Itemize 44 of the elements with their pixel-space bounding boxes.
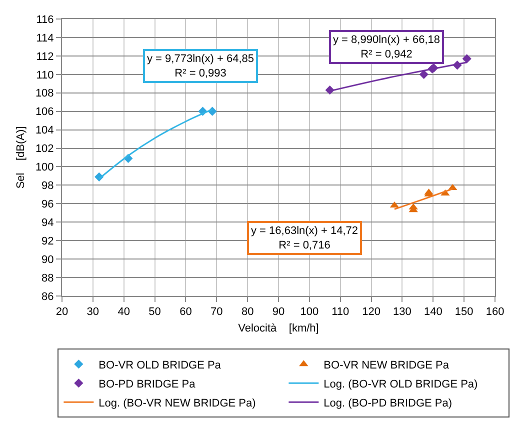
y-tick-label: 116 [36,14,54,26]
y-tick-label: 92 [42,235,54,248]
x-tick-label: 100 [300,306,319,318]
y-tick-label: 102 [35,143,54,156]
x-tick-label: 50 [148,306,161,318]
x-tick-label: 160 [486,306,504,318]
x-tick-label: 150 [454,306,474,318]
x-tick-label: 20 [56,306,68,318]
y-tick-label: 96 [42,198,54,211]
y-tick-label: 90 [42,254,54,266]
x-tick-label: 90 [272,306,285,318]
x-tick-label: 130 [393,306,412,318]
legend-label: BO-VR NEW BRIDGE Pa [324,359,450,372]
annotation: y = 9,773ln(x) + 64,85 R² = 0,993 [147,53,254,80]
y-tick-label: 114 [36,32,54,44]
x-tick-label: 140 [424,306,442,318]
y-tick-label: 106 [35,106,54,118]
y-tick-label: 104 [35,124,54,137]
y-tick-label: 98 [42,180,54,192]
x-tick-label: 30 [86,306,100,318]
legend-label: BO-VR OLD BRIDGE Pa [98,359,222,372]
point [462,54,472,64]
legend-label: Log. (BO-VR NEW BRIDGE Pa) [98,397,256,410]
y-tick-label: 112 [36,50,54,63]
y-tick-label: 88 [42,272,54,284]
annotation: y = 16,63ln(x) + 14,72 R² = 0,716 [251,225,358,252]
x-tick-label: 120 [362,306,380,318]
annotation: y = 8,990ln(x) + 66,18 R² = 0,942 [333,34,440,60]
x-tick-label: 70 [210,306,223,318]
y-tick-label: 100 [35,162,54,174]
y-axis-title: Sel [dB(A)] [15,126,28,189]
x-axis-title: Velocità [km/h] [238,322,319,334]
legend-label: BO-PD BRIDGE Pa [98,378,196,390]
x-tick-label: 40 [118,306,130,318]
y-tick-label: 108 [35,88,54,100]
y-tick-label: 86 [42,290,54,303]
legend-label: Log. (BO-PD BRIDGE Pa) [324,397,452,410]
x-tick-label: 60 [180,306,192,318]
x-tick-label: 80 [241,306,254,318]
point [419,70,428,79]
x-tick-label: 110 [332,306,350,318]
legend-label: Log. (BO-VR OLD BRIDGE Pa) [324,378,478,390]
y-tick-label: 94 [42,216,54,229]
y-tick-label: 110 [36,69,54,82]
